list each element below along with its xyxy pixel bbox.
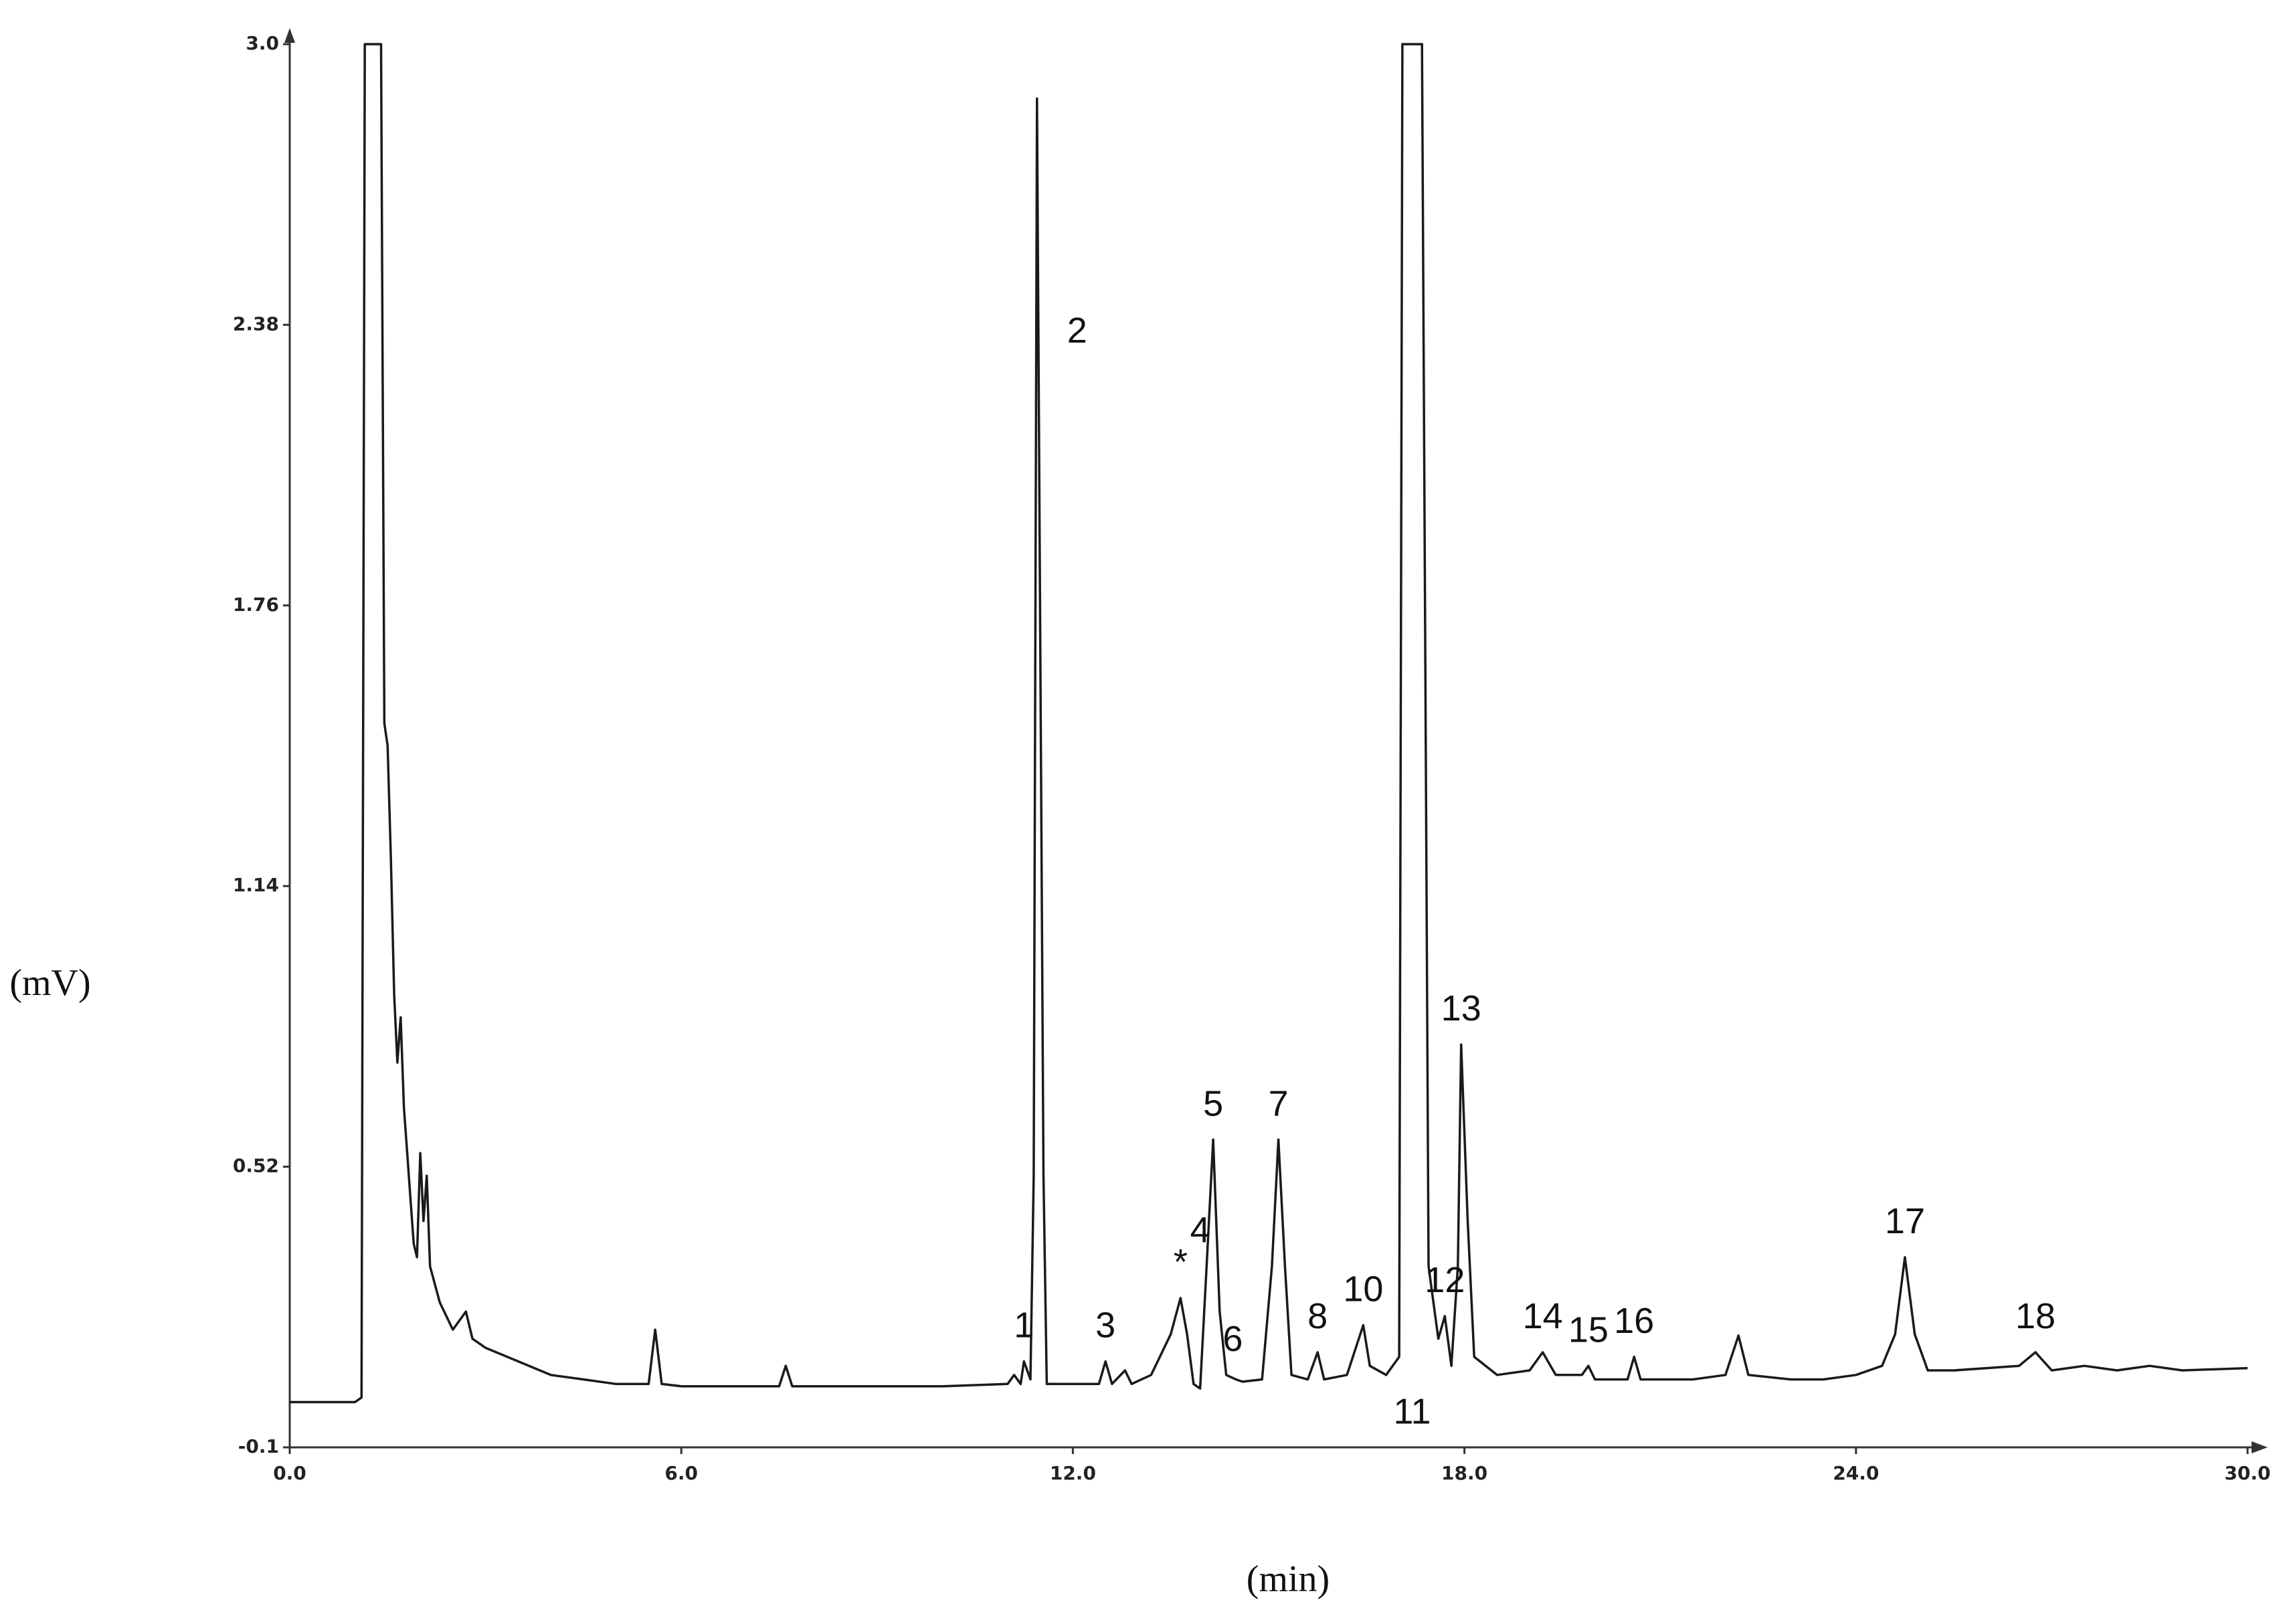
x-tick-label: 18.0	[1441, 1462, 1487, 1484]
peak-label: 10	[1343, 1269, 1383, 1310]
peak-label: 1	[1014, 1305, 1034, 1346]
x-tick-label: 0.0	[273, 1462, 306, 1484]
peak-label: *	[1174, 1242, 1188, 1282]
peak-label: 17	[1885, 1201, 1925, 1241]
x-axis-label: (min)	[1247, 1558, 1330, 1600]
signal-trace	[290, 43, 2248, 1404]
y-tick-label: 3.0	[246, 32, 279, 54]
y-tick-label: -0.1	[238, 1435, 279, 1457]
peak-label: 14	[1523, 1296, 1563, 1336]
y-tick-label: 0.52	[233, 1155, 279, 1177]
y-tick-label: 1.76	[233, 594, 279, 616]
y-axis-arrow	[284, 28, 295, 43]
peak-label: 18	[2015, 1296, 2056, 1336]
x-tick-label: 12.0	[1050, 1462, 1096, 1484]
peak-label: 6	[1222, 1319, 1243, 1359]
x-tick-label: 30.0	[2224, 1462, 2270, 1484]
y-tick-label: 1.14	[233, 874, 279, 896]
peak-label: 5	[1203, 1083, 1223, 1123]
peak-label: 2	[1067, 310, 1087, 351]
y-tick-label: 2.38	[233, 312, 279, 335]
x-tick-label: 6.0	[664, 1462, 698, 1484]
x-tick-label: 24.0	[1833, 1462, 1879, 1484]
peak-label: 13	[1441, 988, 1481, 1028]
peak-label: 4	[1190, 1210, 1210, 1251]
x-axis-arrow	[2252, 1441, 2268, 1453]
peak-label: 8	[1307, 1296, 1328, 1336]
peak-label: 7	[1269, 1083, 1289, 1123]
peak-label: 12	[1425, 1260, 1465, 1300]
peak-label: 16	[1614, 1301, 1654, 1341]
peak-label: 3	[1095, 1305, 1115, 1346]
y-axis-label: (mV)	[9, 962, 90, 1004]
peak-label: 11	[1394, 1391, 1431, 1431]
peak-label: 15	[1568, 1310, 1609, 1350]
